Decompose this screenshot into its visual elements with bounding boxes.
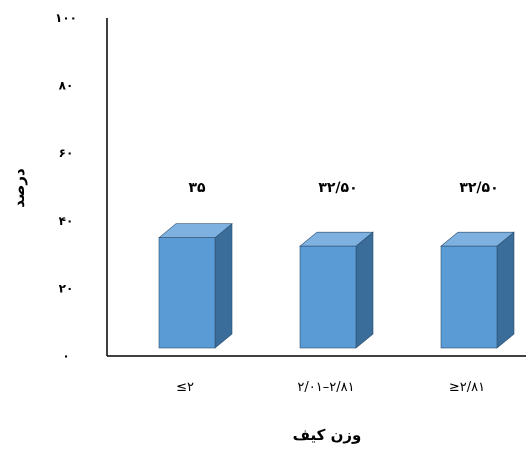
bar-side [214, 223, 233, 349]
x-tick-label: ۲/۰۱–۲/۸۱ [297, 380, 354, 395]
x-axis: ≤۲ ۲/۰۱–۲/۸۱ ≥۲/۸۱ [107, 355, 526, 395]
y-axis-title: درصد [10, 168, 28, 208]
y-tick-label: ۸۰ [59, 79, 74, 93]
bar-front [158, 237, 216, 349]
data-labels: ۳۵ ۳۲/۵۰ ۳۲/۵۰ [188, 180, 498, 196]
y-tick-label: ۰ [62, 349, 69, 363]
bar [299, 231, 374, 349]
bar [158, 223, 233, 349]
bar-side [496, 231, 515, 349]
data-label: ۳۵ [188, 180, 206, 196]
bar-side [355, 231, 374, 349]
y-tick-label: ۴۰ [59, 214, 74, 228]
bar-front [440, 245, 498, 349]
y-tick-label: ۶۰ [59, 146, 74, 160]
x-tick-label: ≤۲ [176, 380, 194, 395]
y-axis: ۰ ۲۰ ۴۰ ۶۰ ۸۰ ۱۰۰ [55, 11, 108, 363]
x-axis-title: وزن کیف [293, 426, 362, 444]
y-tick-label: ۲۰ [59, 281, 74, 295]
y-tick-label: ۱۰۰ [55, 11, 77, 25]
bars [158, 223, 515, 349]
data-label: ۳۲/۵۰ [459, 180, 498, 196]
bar-front [299, 245, 357, 349]
x-tick-label: ≥۲/۸۱ [449, 380, 485, 395]
bar [440, 231, 515, 349]
data-label: ۳۲/۵۰ [318, 180, 357, 196]
